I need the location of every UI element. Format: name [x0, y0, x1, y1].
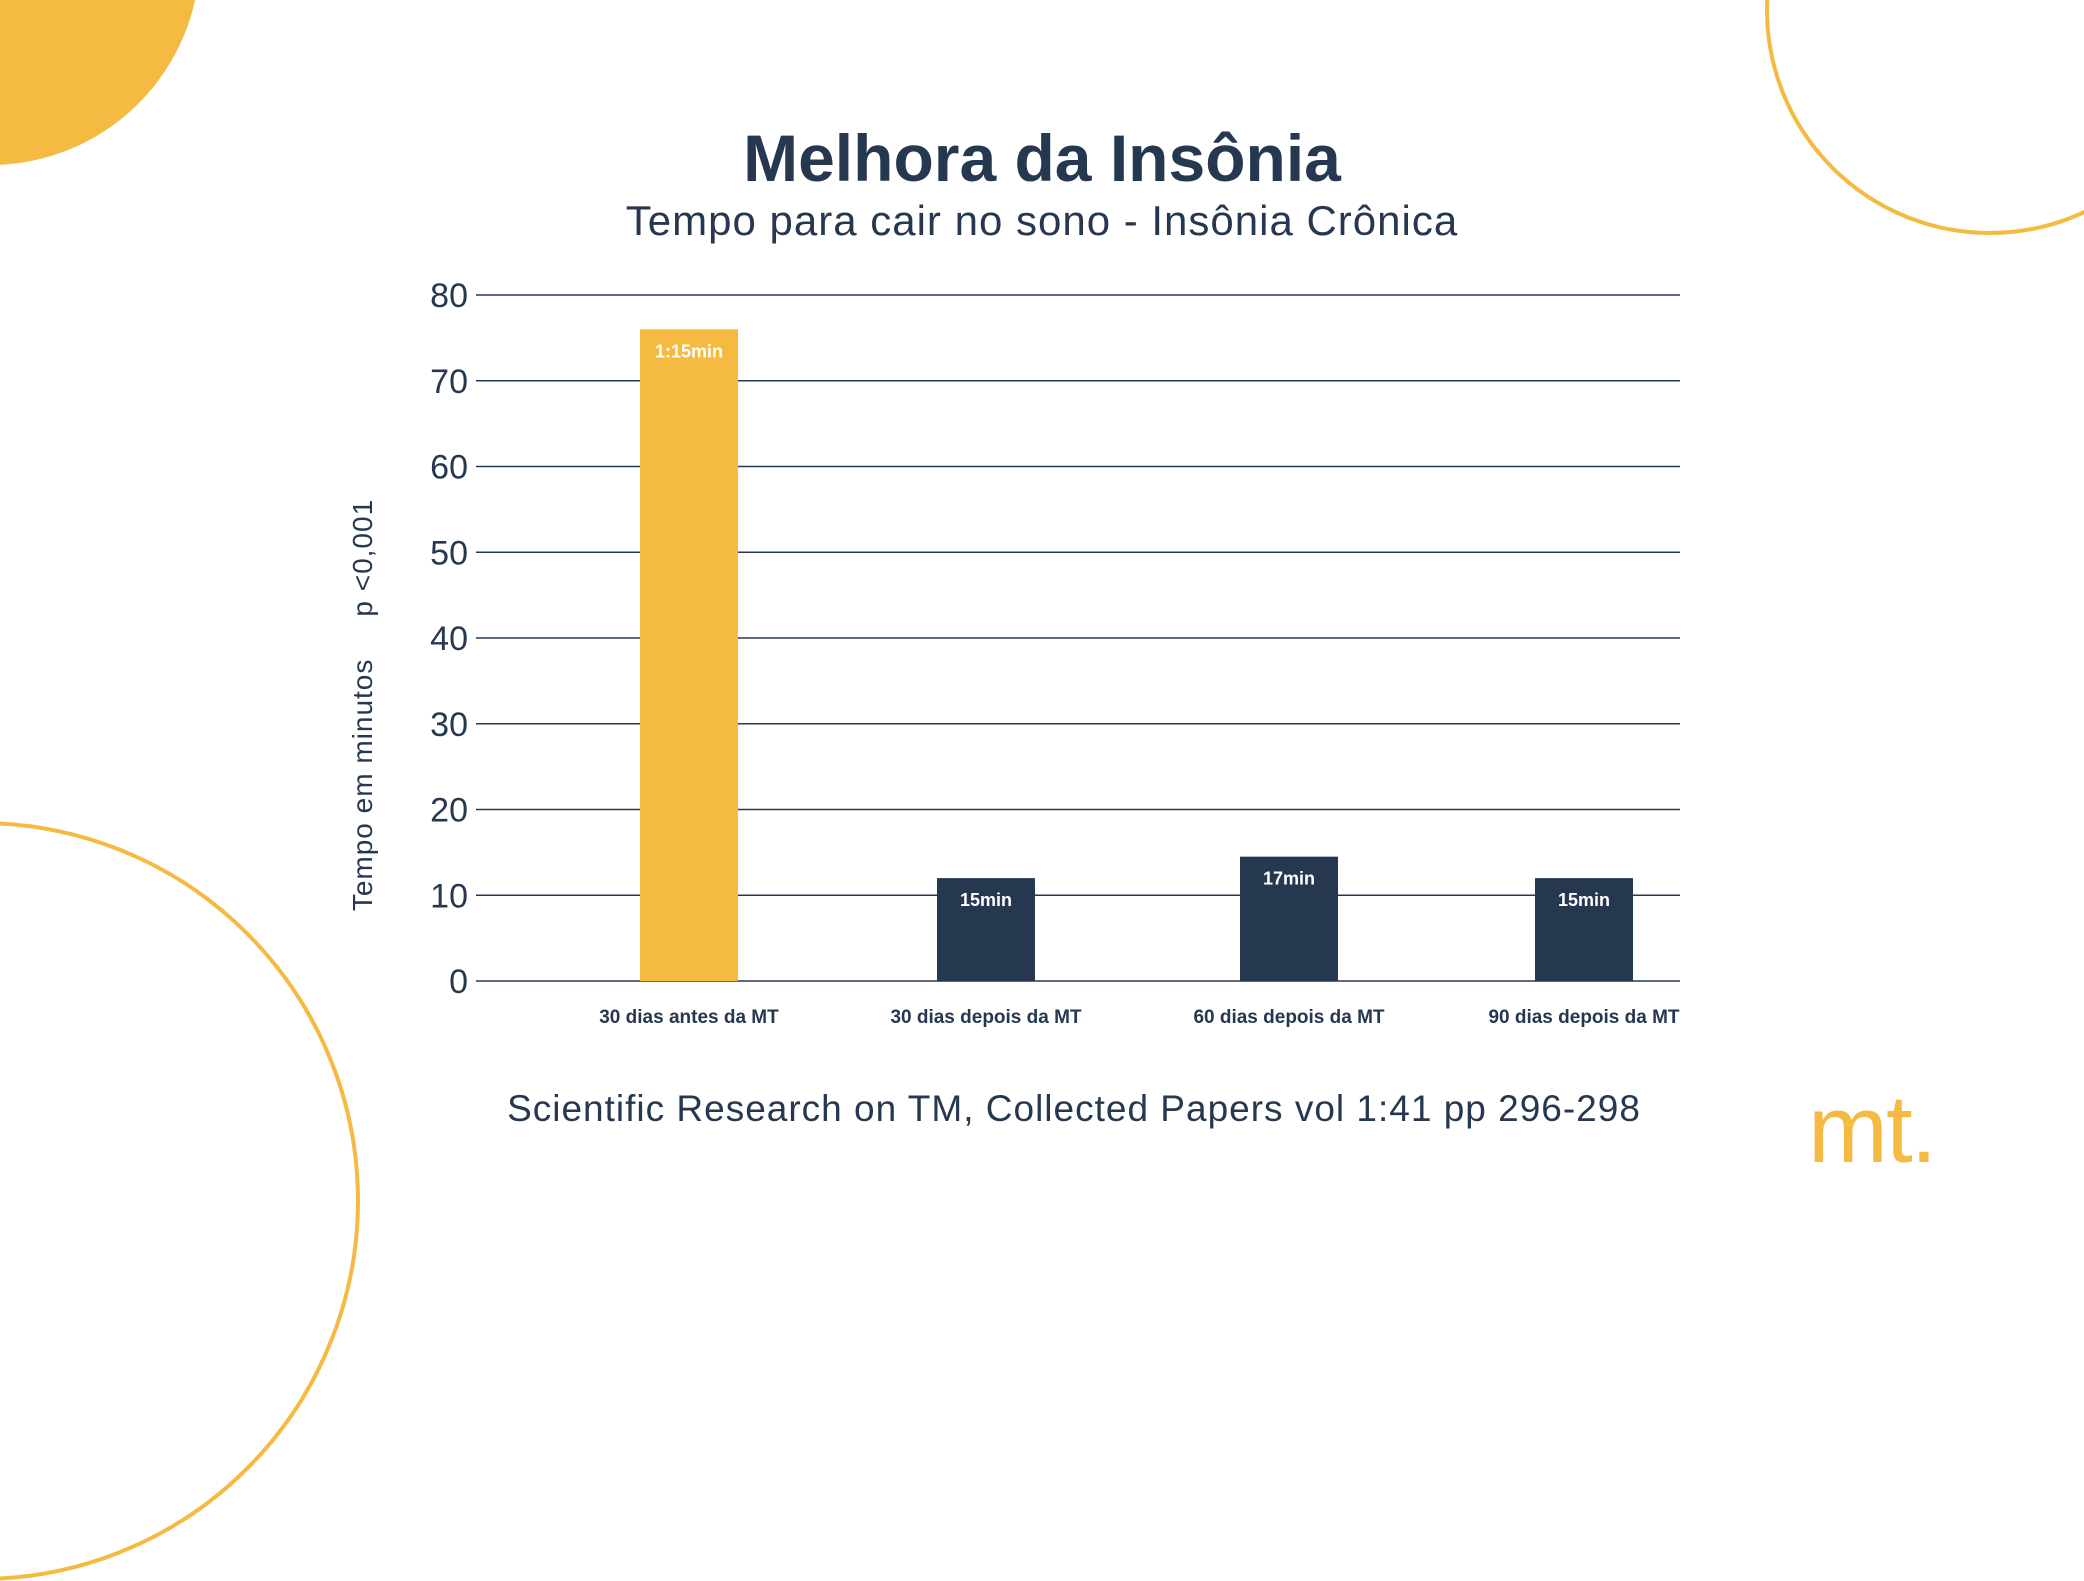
bar-2 — [937, 878, 1035, 981]
x-category-label-3: 60 dias depois da MT — [1193, 1007, 1384, 1028]
chart-title: Melhora da Insônia — [743, 121, 1341, 195]
bar-chart: 0 10 20 30 40 50 60 70 80 1:15min 15min 17min 15min… — [430, 277, 1680, 1028]
y-tick-label-40: 40 — [430, 620, 468, 658]
chart-subtitle: Tempo para cair no sono - Insônia Crônic… — [625, 197, 1459, 244]
x-category-labels: 30 dias antes da MT 30 dias depois da MT 6… — [599, 1007, 1680, 1028]
bar-1 — [640, 329, 738, 981]
data-label-3: 17min — [1263, 869, 1315, 889]
y-tick-label-0: 0 — [449, 963, 468, 1001]
data-label-1: 1:15min — [655, 341, 723, 361]
y-tick-label-80: 80 — [430, 277, 468, 315]
x-category-label-1: 30 dias antes da MT — [599, 1007, 779, 1028]
y-tick-label-30: 30 — [430, 706, 468, 744]
y-tick-labels: 0 10 20 30 40 50 60 70 80 — [430, 277, 468, 1001]
data-label-2: 15min — [960, 890, 1012, 910]
x-category-label-2: 30 dias depois da MT — [890, 1007, 1081, 1028]
y-tick-label-20: 20 — [430, 792, 468, 830]
data-labels: 1:15min 15min 17min 15min — [655, 341, 1610, 910]
y-tick-label-70: 70 — [430, 363, 468, 401]
data-label-4: 15min — [1558, 890, 1610, 910]
mt-logo: mt. — [1808, 1076, 1937, 1183]
y-tick-label-50: 50 — [430, 534, 468, 572]
bar-4 — [1535, 878, 1633, 981]
bar-3 — [1240, 856, 1338, 981]
source-citation: Scientific Research on TM, Collected Pap… — [507, 1088, 1641, 1129]
y-tick-label-60: 60 — [430, 449, 468, 487]
y-tick-label-10: 10 — [430, 877, 468, 915]
x-category-label-4: 90 dias depois da MT — [1488, 1007, 1679, 1028]
bars — [640, 329, 1633, 981]
